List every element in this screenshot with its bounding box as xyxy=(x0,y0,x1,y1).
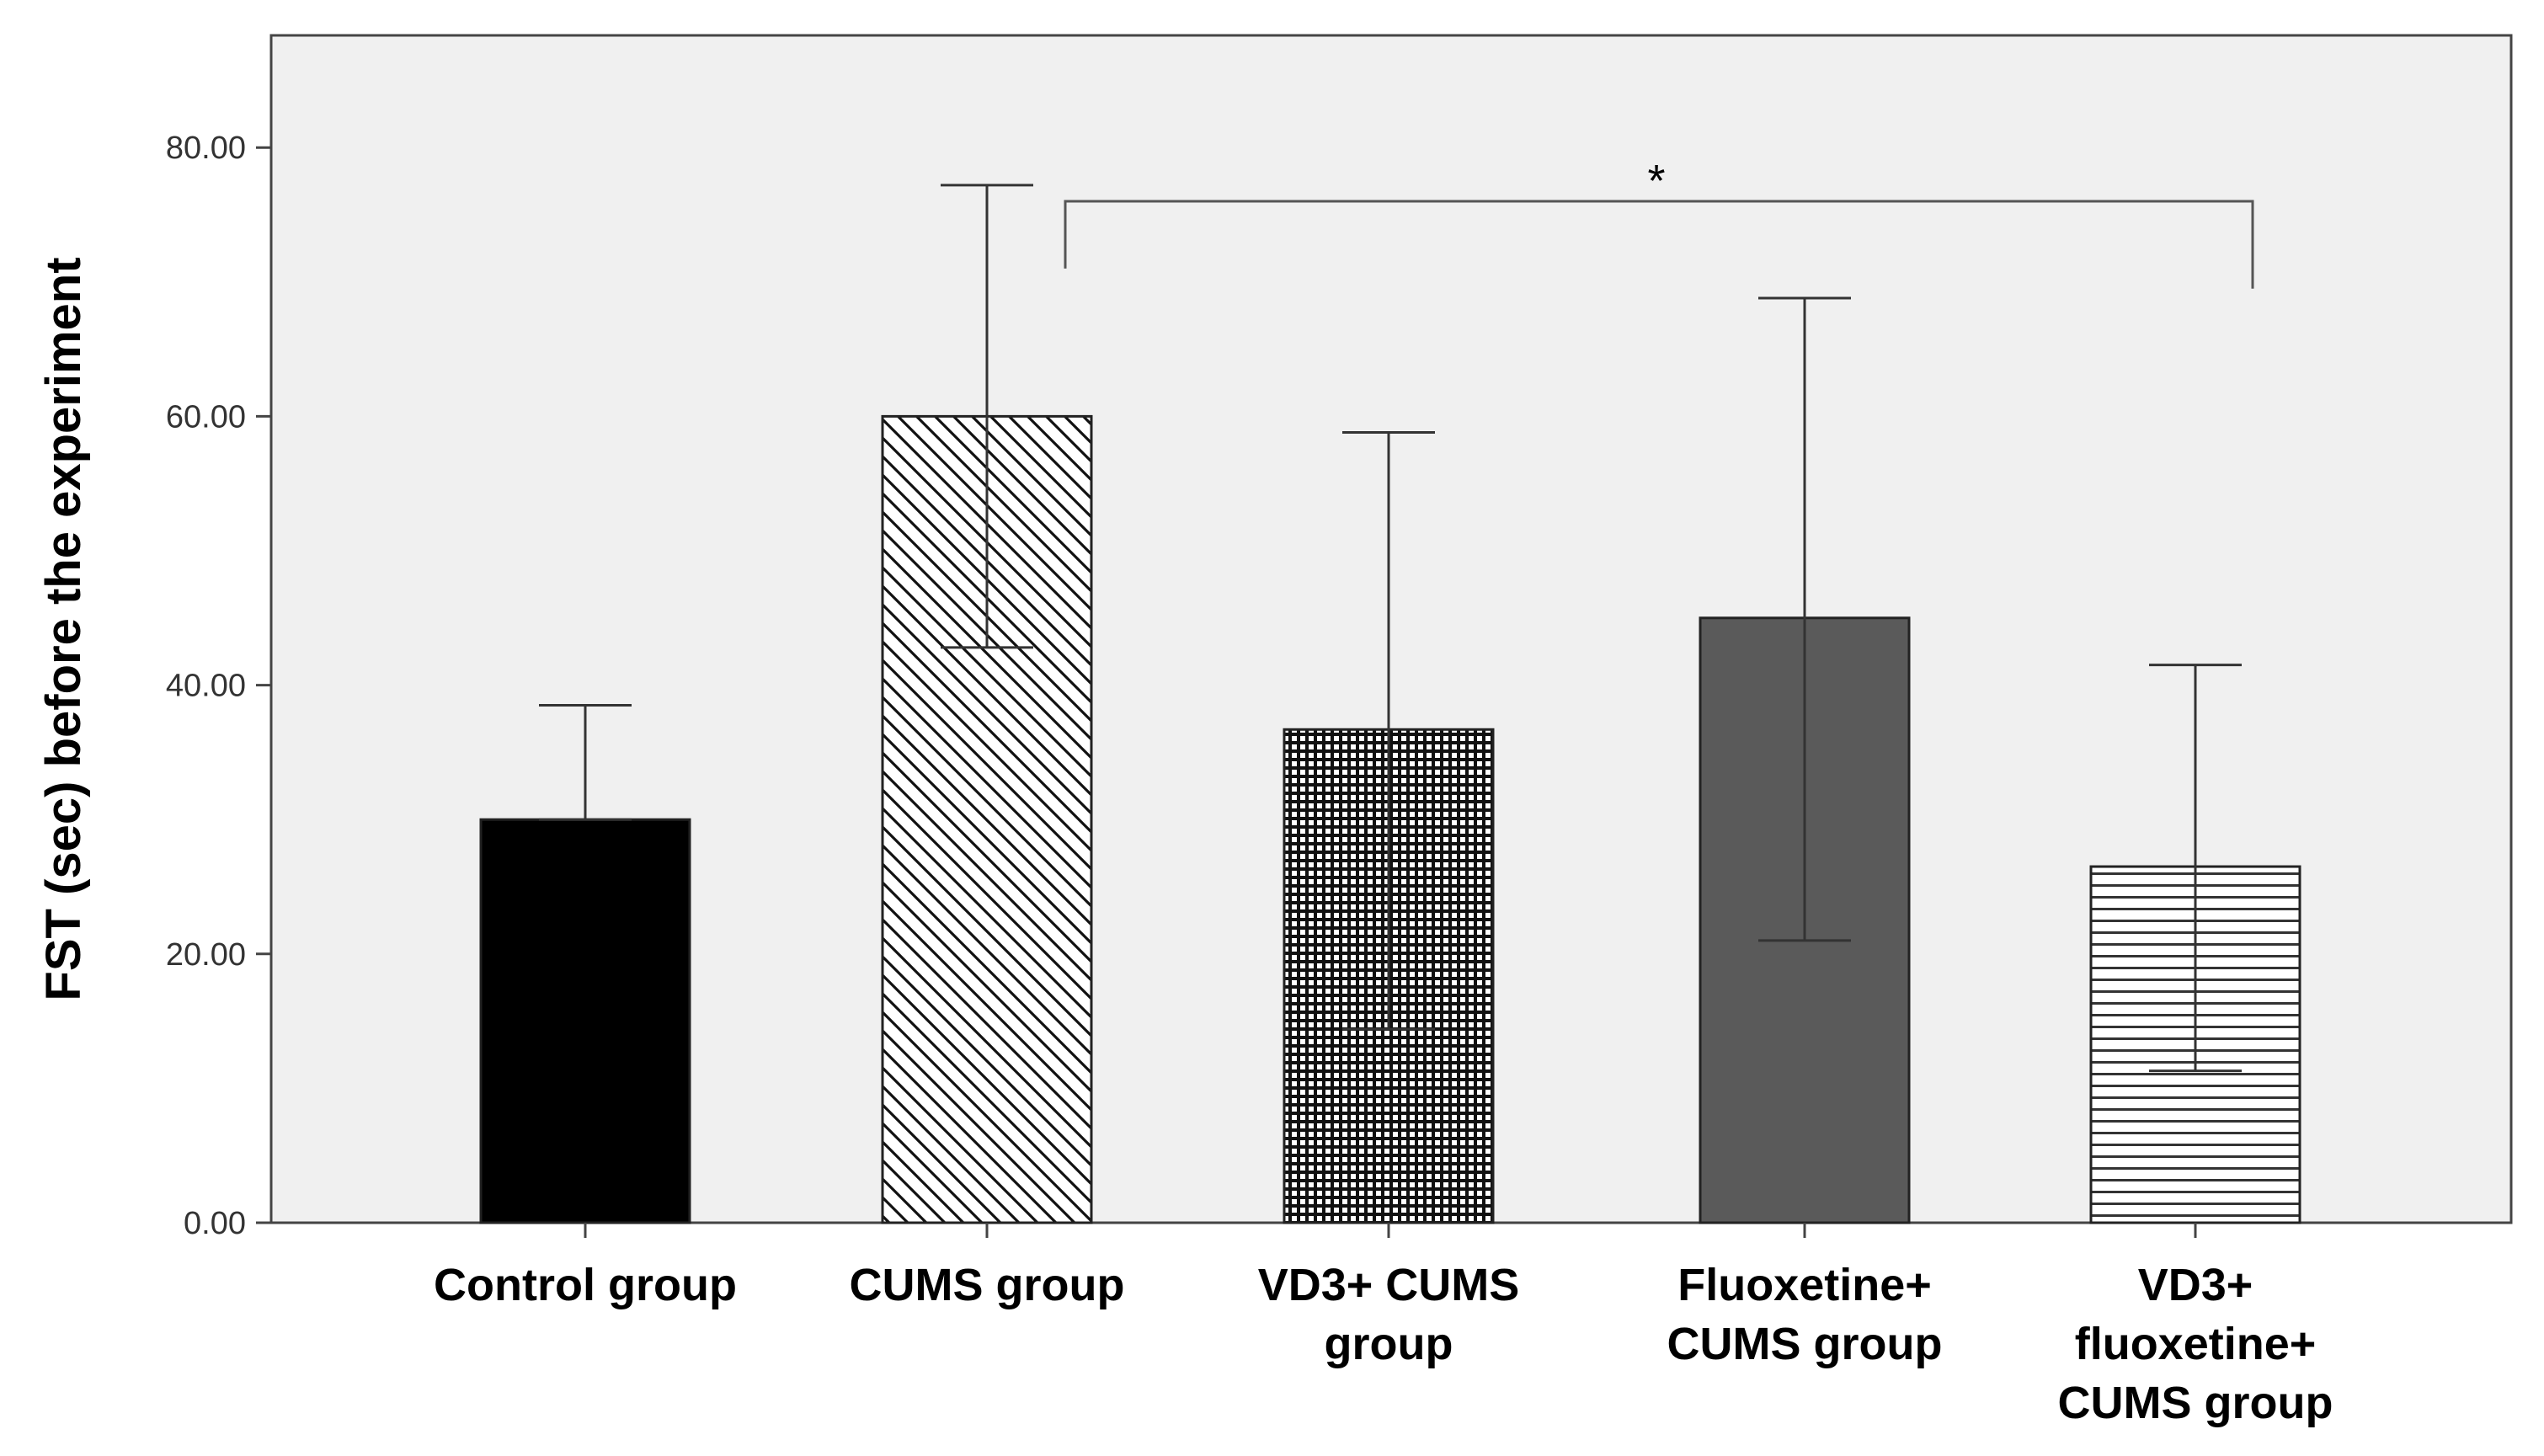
x-axis-labels: Control group CUMS group VD3+ CUMS group Flu… xyxy=(434,1223,2333,1428)
y-axis: 0.00 20.00 40.00 60.00 80.00 xyxy=(166,131,271,1241)
significance-line xyxy=(1064,200,2254,289)
x-tick-label: Fluoxetine+ CUMS group xyxy=(1667,1260,1943,1369)
y-tick-label: 80.00 xyxy=(166,131,246,166)
x-tick-label: CUMS group xyxy=(850,1260,1125,1310)
bar xyxy=(479,818,691,1224)
y-axis-label: FST (sec) before the experiment xyxy=(36,257,91,1000)
x-tick-label: VD3+ CUMS group xyxy=(1258,1260,1520,1369)
significance-bracket: * xyxy=(1064,156,2254,289)
y-tick-label: 0.00 xyxy=(184,1206,246,1241)
significance-marker: * xyxy=(1647,156,1665,206)
x-tick-label: VD3+ fluoxetine+ CUMS group xyxy=(2058,1260,2333,1428)
x-tick-label: Control group xyxy=(434,1260,737,1310)
error-bars xyxy=(539,184,2242,1073)
y-tick-label: 60.00 xyxy=(166,399,246,435)
bars xyxy=(479,414,2301,1224)
y-tick-label: 20.00 xyxy=(166,937,246,973)
y-tick-label: 40.00 xyxy=(166,669,246,704)
